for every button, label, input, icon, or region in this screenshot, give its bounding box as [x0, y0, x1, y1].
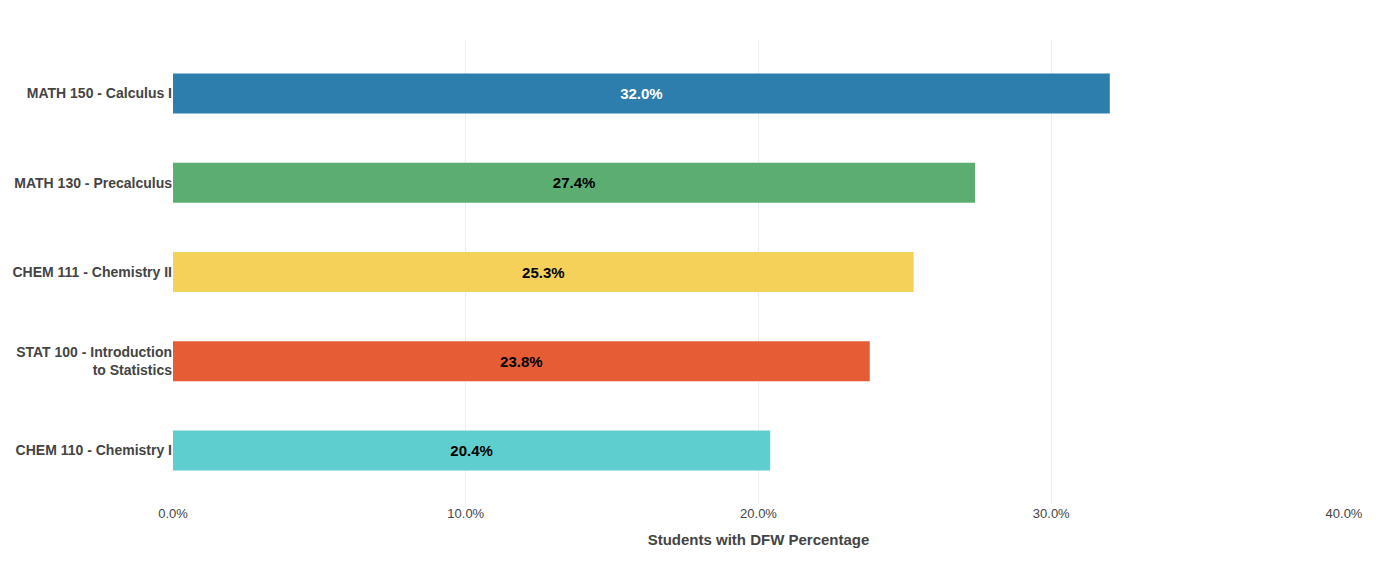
svg-text:STAT 100 - Introduction to: STAT 100 - Introduction to Statistics: [16, 344, 172, 378]
svg-text:CHEM 111 - Chemistry II: CHEM 111 - Chemistry II: [12, 264, 172, 280]
svg-text:30.0%: 30.0%: [1033, 506, 1070, 521]
svg-text:10.0%: 10.0%: [447, 506, 484, 521]
svg-text:MATH 150 - Calculus I: MATH 150 - Calculus I: [27, 85, 172, 101]
svg-text:25.3%: 25.3%: [522, 264, 565, 281]
svg-text:20.4%: 20.4%: [450, 442, 493, 459]
svg-text:23.8%: 23.8%: [500, 353, 543, 370]
svg-text:MATH 130 - Precalculus: MATH 130 - Precalculus: [14, 175, 172, 191]
svg-text:32.0%: 32.0%: [620, 85, 663, 102]
svg-text:27.4%: 27.4%: [553, 174, 596, 191]
svg-text:CHEM 110 - Chemistry I: CHEM 110 - Chemistry I: [16, 442, 172, 458]
svg-text:20.0%: 20.0%: [740, 506, 777, 521]
svg-text:0.0%: 0.0%: [158, 506, 188, 521]
svg-text:Students with DFW Percentage: Students with DFW Percentage: [648, 531, 870, 548]
svg-text:40.0%: 40.0%: [1326, 506, 1363, 521]
